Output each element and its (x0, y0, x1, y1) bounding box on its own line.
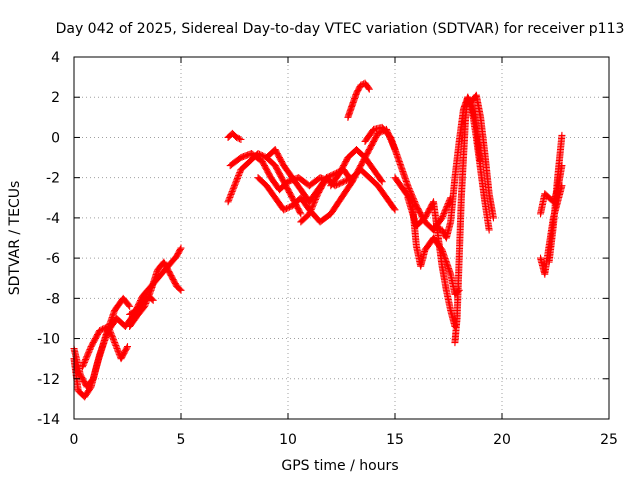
series-arc-4 (126, 258, 185, 330)
data-point-marker (109, 336, 117, 344)
y-tick-label: 4 (51, 50, 60, 66)
data-point-marker (106, 327, 114, 335)
data-point-marker (228, 188, 236, 196)
data-point-marker (485, 226, 493, 234)
data-point-marker (235, 171, 243, 179)
data-point-marker (296, 209, 304, 217)
data-point-marker (377, 176, 385, 184)
series-arc-19 (468, 91, 497, 222)
data-point-marker (108, 333, 116, 341)
data-point-marker (225, 195, 233, 203)
y-tick-label: -4 (46, 211, 60, 227)
data-point-marker (148, 295, 156, 303)
data-point-marker (112, 343, 120, 351)
data-point-marker (108, 331, 116, 339)
x-tick-label: 20 (493, 432, 511, 448)
y-tick-label: -2 (46, 171, 60, 187)
data-point-marker (226, 193, 234, 201)
data-point-marker (228, 189, 236, 197)
x-tick-label: 0 (70, 432, 79, 448)
data-point-marker (113, 344, 121, 352)
y-tick-label: -6 (46, 251, 60, 267)
data-point-marker (110, 337, 118, 345)
data-point-marker (364, 84, 372, 92)
x-tick-label: 10 (279, 432, 297, 448)
y-tick-label: -12 (37, 372, 60, 388)
data-point-marker (111, 339, 119, 347)
data-point-marker (125, 301, 133, 309)
data-point-marker (378, 178, 386, 186)
data-point-marker (177, 244, 185, 252)
data-point-marker (176, 245, 184, 253)
plot-frame (73, 56, 610, 420)
data-point-marker (235, 170, 243, 178)
x-tick-label: 15 (386, 432, 404, 448)
x-tick-label: 25 (600, 432, 618, 448)
data-point-marker (226, 192, 234, 200)
data-point-marker (124, 343, 131, 351)
data-point-marker (114, 346, 122, 354)
series-arc-13 (327, 146, 386, 190)
y-tick-label: -10 (37, 332, 60, 348)
data-points (70, 79, 566, 401)
data-point-marker (107, 328, 115, 336)
y-tick-label: 2 (51, 90, 60, 106)
data-point-marker (232, 177, 240, 185)
data-point-marker (391, 206, 399, 214)
data-point-marker (149, 296, 157, 304)
x-axis-label: GPS time / hours (281, 458, 398, 474)
series-arc-6 (224, 129, 245, 143)
data-point-marker (233, 176, 241, 184)
data-point-marker (229, 186, 237, 194)
data-point-marker (232, 179, 240, 187)
series-arc-3 (79, 322, 131, 371)
data-point-marker (111, 340, 119, 348)
data-point-marker (123, 344, 131, 352)
x-tick-label: 5 (177, 432, 186, 448)
y-axis-label: SDTVAR / TECUs (7, 181, 23, 296)
data-point-marker (558, 131, 566, 139)
series-arc-5 (126, 292, 157, 318)
data-point-marker (234, 173, 242, 181)
y-tick-label: 0 (51, 130, 60, 146)
y-tick-label: -8 (46, 291, 60, 307)
data-point-marker (105, 324, 113, 332)
chart-title: Day 042 of 2025, Sidereal Day-to-day VTE… (56, 21, 625, 37)
data-point-marker (489, 214, 497, 222)
data-point-marker (112, 342, 120, 350)
data-point-marker (231, 180, 239, 188)
data-point-marker (176, 285, 184, 293)
data-point-marker (297, 210, 305, 218)
series-arc-9 (254, 174, 356, 226)
data-point-marker (233, 174, 241, 182)
data-point-marker (229, 185, 237, 193)
data-point-marker (235, 135, 243, 143)
grid-lines (74, 57, 609, 419)
data-point-marker (105, 325, 113, 333)
data-point-marker (109, 334, 117, 342)
data-point-marker (114, 347, 122, 355)
data-point-marker (230, 183, 238, 191)
series-arc-18 (451, 93, 493, 347)
data-point-marker (225, 196, 233, 204)
series-arc-14 (361, 123, 455, 234)
data-point-marker (107, 330, 115, 338)
data-point-marker (126, 302, 134, 310)
data-point-marker (177, 286, 185, 294)
data-point-marker (227, 190, 235, 198)
data-point-marker (104, 322, 112, 330)
data-point-marker (237, 135, 245, 143)
data-point-marker (224, 198, 232, 206)
axis-ticks: 0 5 10 15 20 25 -14 -12 -10 -8 -6 -4 -2 0 2 4 (37, 50, 618, 448)
data-point-marker (365, 85, 373, 93)
series-arc-16 (404, 194, 459, 330)
data-point-marker (390, 205, 398, 213)
y-tick-label: -14 (37, 412, 60, 428)
data-point-marker (231, 182, 238, 190)
series-arc-22 (545, 131, 566, 266)
data-point-marker (236, 169, 244, 177)
series-arc-12 (344, 79, 373, 121)
